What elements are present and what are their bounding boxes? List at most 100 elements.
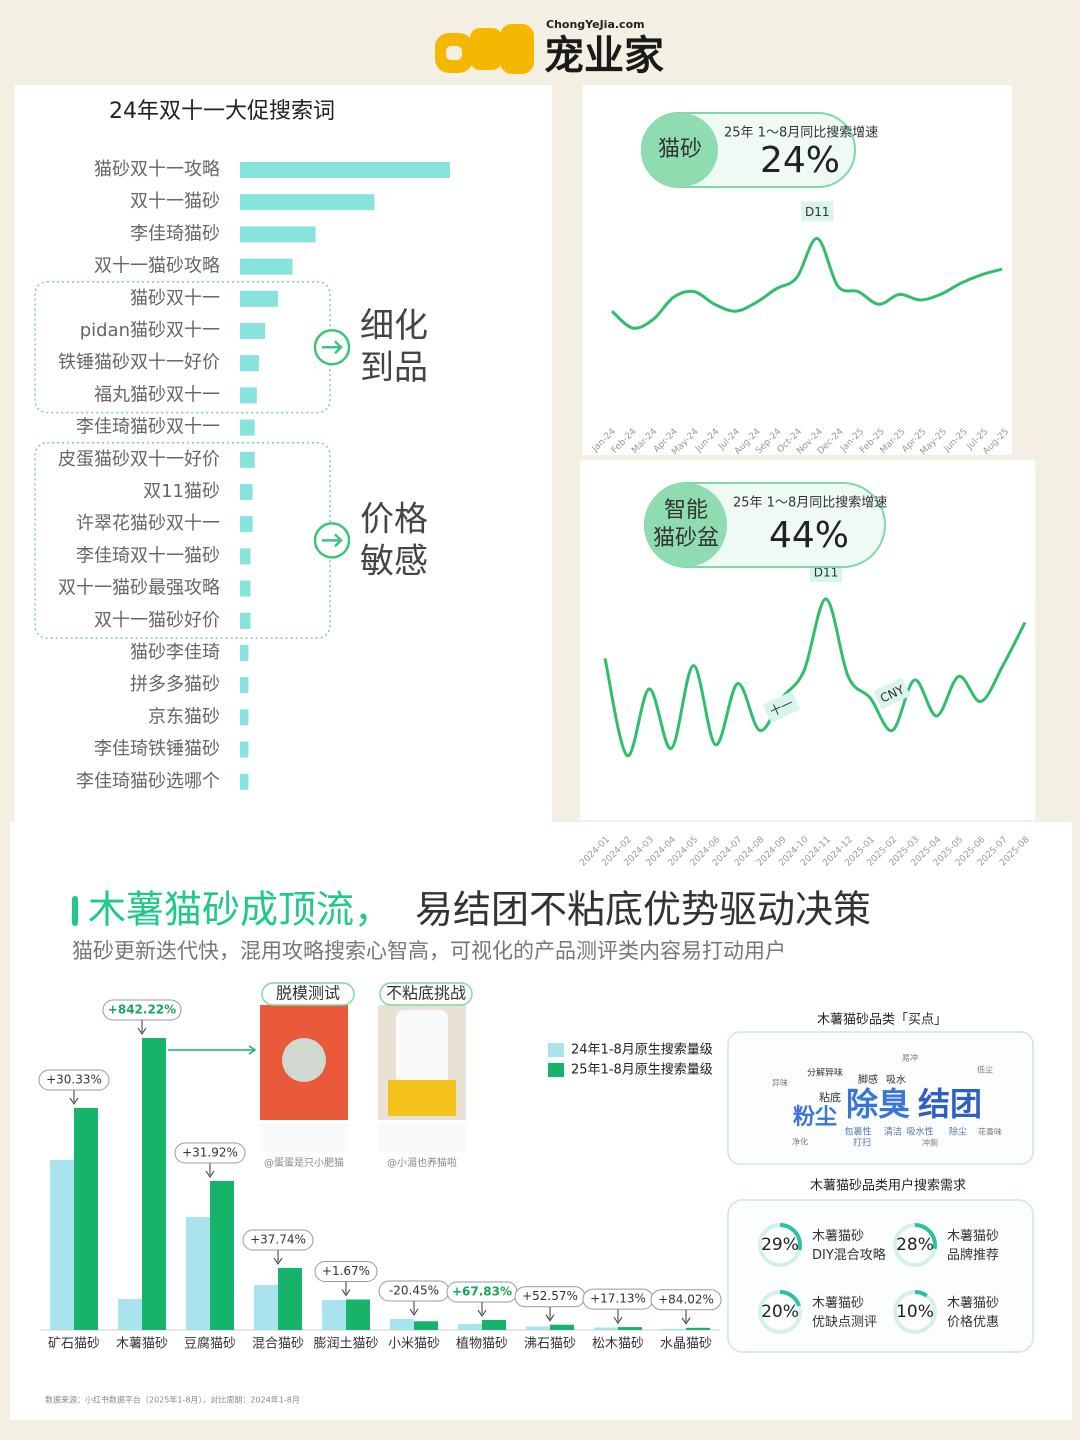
group-annotation: 细化到品 bbox=[360, 306, 428, 388]
bar bbox=[662, 1328, 686, 1330]
title-accent bbox=[72, 896, 78, 926]
arrowhead bbox=[341, 1289, 351, 1297]
category-label: 双十一猫砂最强攻略 bbox=[58, 578, 220, 599]
chart-title: 24年双十一大促搜索词 bbox=[109, 99, 335, 124]
annotation-box bbox=[801, 201, 834, 222]
bar bbox=[240, 290, 278, 307]
growth-pill bbox=[242, 1229, 314, 1251]
category-label: 李佳琦猫砂选哪个 bbox=[76, 771, 220, 792]
category-label: 猫砂双十一攻略 bbox=[94, 159, 220, 180]
growth-label: +84.02% bbox=[658, 1292, 714, 1306]
bar bbox=[240, 612, 251, 629]
category-label: 水晶猫砂 bbox=[660, 1337, 712, 1352]
growth-pill bbox=[38, 1069, 110, 1091]
category-label: 皮蛋猫砂双十一好价 bbox=[58, 449, 220, 470]
donut-label-line: 木薯猫砂 bbox=[947, 1296, 999, 1311]
photo-caption-area bbox=[378, 1122, 466, 1152]
word: 冲厕 bbox=[922, 1138, 938, 1148]
donut-label-line: 木薯猫砂 bbox=[812, 1296, 864, 1311]
category-label: 植物猫砂 bbox=[456, 1337, 508, 1352]
group-annotation: 价格敏感 bbox=[360, 499, 428, 581]
pointer bbox=[168, 1045, 257, 1055]
word: 除臭 bbox=[846, 1085, 910, 1123]
growth-label: +842.22% bbox=[108, 1003, 176, 1017]
donut-label: 木薯猫砂 DIY混合攻略 bbox=[812, 1229, 886, 1263]
donut-label-line: 木薯猫砂 bbox=[947, 1229, 999, 1244]
donut-value: 10% bbox=[896, 1302, 934, 1322]
logo-mark bbox=[435, 24, 534, 74]
section-title: 易结团不粘底优势驱动决策 bbox=[415, 888, 871, 932]
logo-part bbox=[500, 24, 534, 74]
donut-label: 木薯猫砂品牌推荐 bbox=[947, 1229, 999, 1263]
growth-pill bbox=[174, 1142, 246, 1164]
category-label: 双11猫砂 bbox=[143, 481, 220, 502]
word: 异味 bbox=[772, 1078, 788, 1088]
arrowhead bbox=[273, 1257, 283, 1265]
word: 净化 bbox=[792, 1137, 808, 1147]
category-label: 双十一猫砂 bbox=[130, 191, 220, 212]
donut-label-line: 价格优惠 bbox=[947, 1314, 999, 1330]
donut-arc bbox=[893, 1223, 937, 1267]
bar bbox=[686, 1327, 710, 1330]
badge-pill bbox=[645, 483, 727, 567]
growth-label: -20.45% bbox=[389, 1284, 439, 1298]
word: 除尘 bbox=[949, 1126, 967, 1138]
category-label: 拼多多猫砂 bbox=[130, 674, 220, 695]
badge-label: 猫砂 bbox=[658, 137, 702, 162]
annotation: D11 bbox=[814, 566, 839, 580]
donut-box bbox=[727, 1199, 1034, 1353]
bar bbox=[240, 580, 251, 597]
group-annotation-line: 敏感 bbox=[360, 541, 428, 581]
badge-label: 智能猫砂盆 bbox=[653, 498, 719, 551]
growth-pill bbox=[102, 999, 182, 1021]
arrowhead bbox=[477, 1309, 487, 1317]
bar bbox=[240, 677, 249, 694]
word: 吸水性 bbox=[906, 1126, 933, 1138]
growth-label: +52.57% bbox=[522, 1289, 578, 1303]
category-label: 李佳琦双十一猫砂 bbox=[76, 545, 220, 566]
legend-swatch bbox=[548, 1063, 564, 1077]
word: 分解异味 bbox=[807, 1067, 843, 1079]
donut-arc bbox=[893, 1290, 937, 1334]
donut-value: 28% bbox=[896, 1235, 934, 1255]
growth-label: +30.33% bbox=[46, 1073, 102, 1087]
annotation: D11 bbox=[805, 205, 830, 219]
category-label: pidan猫砂双十一 bbox=[80, 320, 220, 341]
word: 清洁 bbox=[884, 1126, 902, 1138]
donut-label-line: 优缺点测评 bbox=[812, 1315, 877, 1330]
bar bbox=[322, 1300, 346, 1330]
photo-subject bbox=[396, 1010, 448, 1090]
bar bbox=[240, 355, 259, 372]
photo-caption-area bbox=[260, 1122, 348, 1152]
badge-caption: 25年 1～8月同比搜索增速 bbox=[724, 126, 878, 141]
bar bbox=[594, 1327, 618, 1330]
bar bbox=[254, 1285, 278, 1330]
arrowhead bbox=[409, 1308, 419, 1316]
category-label: 松木猫砂 bbox=[592, 1337, 644, 1352]
category-label: 小米猫砂 bbox=[388, 1337, 440, 1352]
category-label: 福丸猫砂双十一 bbox=[94, 384, 220, 405]
word-cloud-title: 木薯猫砂品类「买点」 bbox=[817, 1013, 947, 1028]
bar bbox=[458, 1324, 482, 1330]
bar bbox=[240, 741, 249, 758]
bar bbox=[390, 1319, 414, 1330]
category-label: 李佳琦猫砂 bbox=[130, 223, 220, 244]
bar bbox=[278, 1268, 302, 1330]
bar bbox=[240, 516, 253, 533]
category-label: 沸石猫砂 bbox=[524, 1337, 576, 1352]
photo-label: 不粘底挑战 bbox=[386, 984, 466, 1003]
donut-label-line: 木薯猫砂 bbox=[812, 1229, 864, 1244]
growth-label: +67.83% bbox=[452, 1285, 512, 1299]
category-label: 铁锤猫砂双十一好价 bbox=[58, 352, 220, 373]
donut-value: 20% bbox=[761, 1302, 799, 1322]
group-box bbox=[34, 281, 331, 414]
section-subtitle: 猫砂更新迭代快，混用攻略搜索心智高，可视化的产品测评类内容易打动用户 bbox=[72, 939, 786, 963]
word: 粘底 bbox=[819, 1090, 841, 1104]
group-annotation-line: 价格 bbox=[360, 499, 428, 539]
legend-label: 24年1-8月原生搜索量级 bbox=[571, 1043, 713, 1058]
bar bbox=[240, 773, 249, 790]
photo-label-pill bbox=[261, 982, 355, 1006]
badge-label-line: 智能 bbox=[664, 498, 708, 523]
legend-swatch bbox=[548, 1043, 564, 1057]
